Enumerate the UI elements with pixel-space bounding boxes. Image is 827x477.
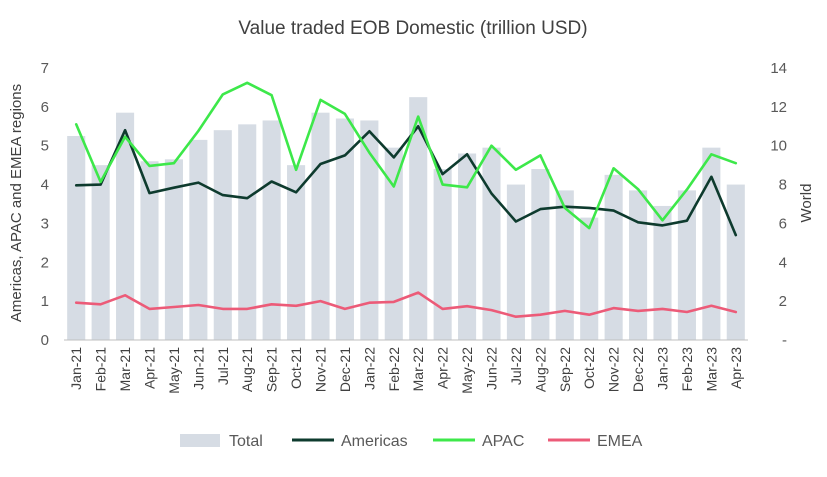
left-y-tick-label: 2 <box>41 254 49 271</box>
bar-total-feb-22 <box>384 147 403 340</box>
line-americas <box>74 125 738 237</box>
bar-total-dec-22 <box>629 190 648 340</box>
x-tick-label: Apr-22 <box>435 347 451 389</box>
x-tick-label: Jun-21 <box>190 347 206 390</box>
x-tick-label: May-22 <box>459 347 475 394</box>
line-series-group <box>74 81 738 319</box>
bar-total-feb-21 <box>91 165 110 340</box>
right-y-tick-label: 4 <box>779 254 787 271</box>
x-tick-label: Jun-22 <box>484 347 500 390</box>
bar-total-jul-21 <box>213 130 232 340</box>
left-y-tick-label: 6 <box>41 99 49 116</box>
bar-total-jun-22 <box>482 147 501 340</box>
x-tick-label: Feb-22 <box>386 347 402 392</box>
bar-total-oct-21 <box>287 165 306 340</box>
x-tick-label: Jul-21 <box>215 347 231 385</box>
x-tick-label: May-21 <box>166 347 182 394</box>
bar-total-jan-21 <box>67 136 86 340</box>
y-axis-label-left: Americas, APAC and EMEA regions <box>8 84 25 322</box>
y-axis-label-right: World <box>798 184 815 223</box>
x-tick-label: Aug-22 <box>532 347 548 392</box>
x-tick-label: Mar-22 <box>410 347 426 392</box>
legend-label-total: Total <box>229 433 263 450</box>
bar-total-apr-23 <box>726 184 745 340</box>
bar-total-nov-22 <box>604 174 623 340</box>
right-y-tick-label: 8 <box>779 177 787 194</box>
x-tick-label: Jul-22 <box>508 347 524 385</box>
legend-label-emea: EMEA <box>597 433 643 450</box>
bar-total-aug-21 <box>238 124 257 340</box>
right-y-axis-ticks: - 2 4 6 8 10 12 14 <box>770 60 787 349</box>
bar-total-sep-21 <box>262 120 281 340</box>
x-tick-label: Mar-21 <box>117 347 133 392</box>
bar-total-jun-21 <box>189 139 208 340</box>
x-tick-label: Jan-23 <box>655 347 671 390</box>
left-y-tick-label: 5 <box>41 138 49 155</box>
bar-total-jan-22 <box>360 120 379 340</box>
x-tick-label: Feb-23 <box>679 347 695 392</box>
right-y-tick-label: 2 <box>779 293 787 310</box>
line-emea <box>74 291 738 319</box>
x-tick-label: Feb-21 <box>93 347 109 392</box>
x-tick-label: Mar-23 <box>703 347 719 392</box>
x-tick-label: Sep-21 <box>264 347 280 392</box>
bar-total-sep-22 <box>555 190 574 340</box>
bar-total-oct-22 <box>580 217 599 340</box>
x-tick-label: Aug-21 <box>239 347 255 392</box>
bar-total-may-21 <box>164 159 183 340</box>
bar-total-may-22 <box>458 153 477 340</box>
x-tick-label: Oct-22 <box>581 347 597 389</box>
bar-total-nov-21 <box>311 112 330 340</box>
left-y-axis-ticks: 0 1 2 3 4 5 6 7 <box>41 60 49 349</box>
right-y-tick-label: - <box>782 332 787 349</box>
x-tick-label: Apr-21 <box>142 347 158 389</box>
legend-label-apac: APAC <box>482 433 524 450</box>
bar-total-dec-21 <box>335 118 354 340</box>
bar-total-apr-21 <box>140 161 159 340</box>
x-tick-label: Jan-22 <box>361 347 377 390</box>
chart-title: Value traded EOB Domestic (trillion USD) <box>238 18 587 39</box>
x-tick-label: Dec-22 <box>630 347 646 392</box>
right-y-tick-label: 12 <box>770 99 787 116</box>
bar-total-mar-23 <box>702 147 721 340</box>
x-tick-label: Apr-23 <box>728 347 744 389</box>
bar-total-mar-22 <box>409 97 428 341</box>
legend-swatch-total <box>180 434 220 447</box>
bar-total-jul-22 <box>506 184 525 340</box>
left-y-tick-label: 7 <box>41 60 49 77</box>
left-y-tick-label: 1 <box>41 293 49 310</box>
bar-total-mar-21 <box>116 112 135 340</box>
x-tick-label: Nov-22 <box>606 347 622 392</box>
right-y-tick-label: 14 <box>770 60 787 77</box>
line-apac <box>74 81 738 230</box>
bar-series-total <box>67 97 745 341</box>
right-y-tick-label: 10 <box>770 138 787 155</box>
bar-total-feb-23 <box>677 190 696 340</box>
chart-legend: Total Americas APAC EMEA <box>180 433 643 450</box>
x-tick-label: Sep-22 <box>557 347 573 392</box>
right-y-tick-label: 6 <box>779 215 787 232</box>
legend-label-americas: Americas <box>341 433 408 450</box>
bar-total-apr-22 <box>433 169 452 340</box>
bar-total-jan-23 <box>653 205 672 340</box>
x-tick-label: Nov-21 <box>313 347 329 392</box>
x-tick-label: Dec-21 <box>337 347 353 392</box>
x-tick-label: Oct-21 <box>288 347 304 389</box>
left-y-tick-label: 3 <box>41 215 49 232</box>
left-y-tick-label: 4 <box>41 177 49 194</box>
x-tick-label: Jan-21 <box>68 347 84 390</box>
x-axis-ticks: Jan-21 Feb-21 Mar-21 Apr-21 May-21 Jun-21 Jul-… <box>68 347 744 394</box>
left-y-tick-label: 0 <box>41 332 49 349</box>
